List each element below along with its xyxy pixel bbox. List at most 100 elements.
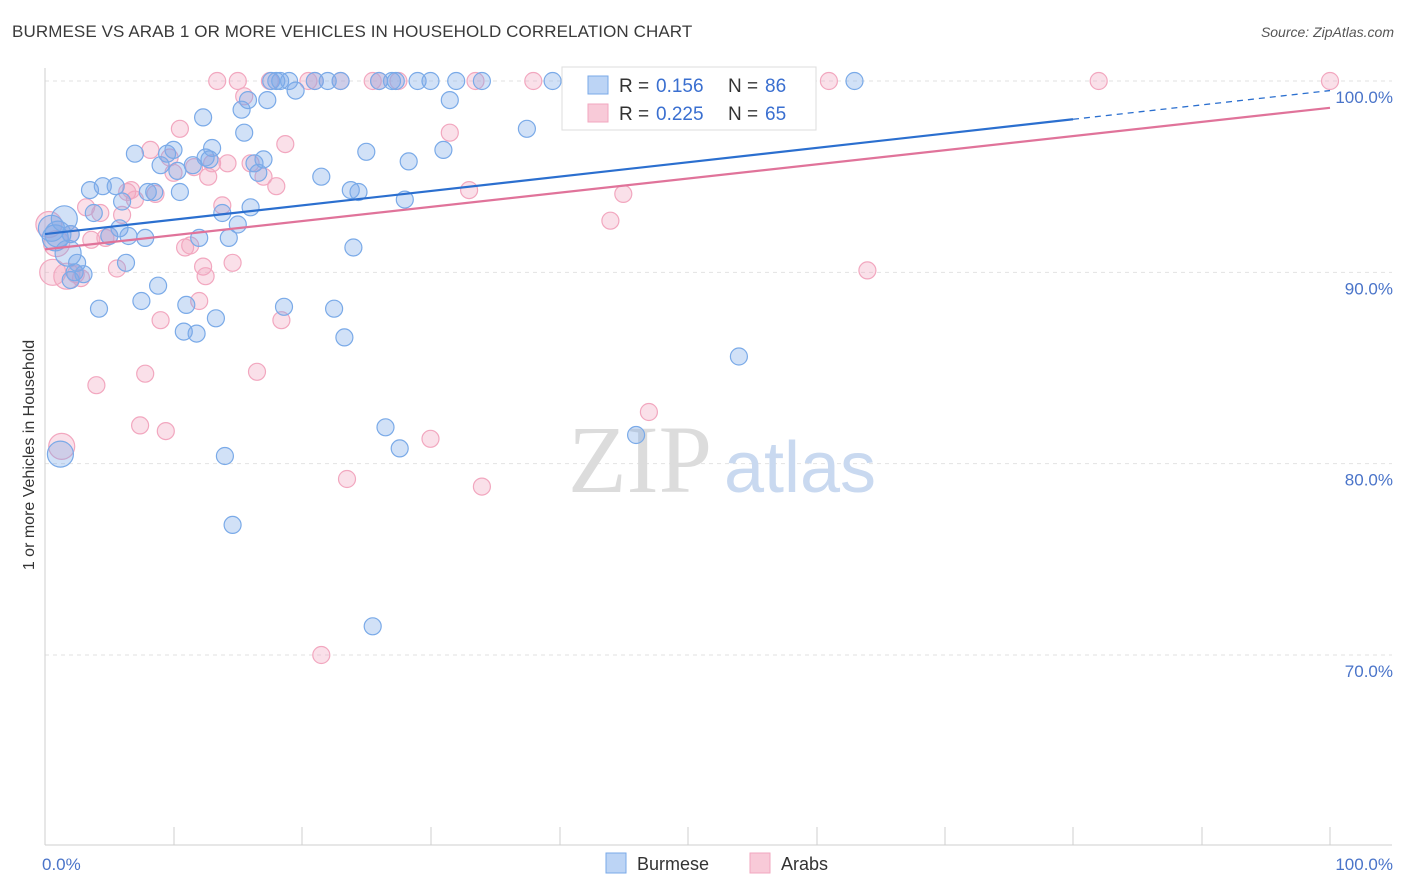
point-burmese-29 bbox=[168, 161, 187, 180]
point-arabs-57 bbox=[460, 181, 479, 200]
point-arabs-42 bbox=[247, 362, 267, 381]
point-burmese-46 bbox=[232, 100, 251, 119]
point-burmese-18 bbox=[116, 253, 136, 272]
point-burmese-69 bbox=[357, 142, 376, 161]
point-burmese-55 bbox=[267, 71, 286, 91]
y-tick-label-70: 70.0% bbox=[1345, 662, 1393, 681]
point-burmese-85 bbox=[543, 71, 562, 91]
point-arabs-38 bbox=[223, 253, 242, 272]
point-burmese-15 bbox=[106, 177, 125, 196]
point-arabs-11 bbox=[91, 203, 110, 223]
point-burmese-49 bbox=[241, 198, 260, 217]
point-arabs-15 bbox=[112, 205, 132, 224]
point-burmese-57 bbox=[274, 297, 294, 316]
point-burmese-17 bbox=[112, 192, 132, 211]
point-burmese-23 bbox=[138, 182, 157, 202]
point-burmese-86 bbox=[626, 425, 646, 445]
x-tick-label-100: 100.0% bbox=[1335, 855, 1393, 874]
point-burmese-79 bbox=[421, 71, 440, 91]
trend-lines bbox=[44, 89, 1331, 251]
point-arabs-45 bbox=[267, 177, 286, 196]
bottom-legend-swatch-burmese bbox=[605, 852, 627, 874]
point-burmese-8 bbox=[67, 253, 87, 272]
watermark-atlas: atlas bbox=[724, 428, 876, 508]
point-arabs-24 bbox=[156, 422, 175, 441]
point-arabs-23 bbox=[151, 311, 170, 330]
point-arabs-58 bbox=[472, 477, 491, 496]
bottom-legend-label-burmese: Burmese bbox=[637, 854, 709, 874]
point-burmese-84 bbox=[517, 119, 537, 138]
legend-n-value-burmese: 86 bbox=[765, 76, 786, 97]
point-burmese-58 bbox=[280, 71, 299, 91]
point-burmese-73 bbox=[382, 71, 402, 91]
point-arabs-61 bbox=[614, 184, 633, 203]
point-arabs-20 bbox=[136, 364, 155, 383]
point-burmese-74 bbox=[386, 71, 405, 91]
point-burmese-67 bbox=[344, 238, 363, 257]
legend-r-value-arabs: 0.225 bbox=[656, 104, 704, 125]
point-burmese-19 bbox=[119, 226, 138, 246]
point-arabs-47 bbox=[276, 135, 295, 154]
point-arabs-68 bbox=[196, 267, 215, 286]
point-arabs-52 bbox=[337, 469, 357, 489]
point-arabs-21 bbox=[141, 140, 160, 159]
point-burmese-45 bbox=[228, 215, 247, 234]
point-burmese-68 bbox=[349, 182, 368, 202]
point-arabs-14 bbox=[107, 259, 127, 278]
point-arabs-46 bbox=[272, 311, 291, 330]
axes bbox=[44, 68, 1392, 846]
point-burmese-36 bbox=[194, 108, 213, 127]
point-arabs-62 bbox=[639, 402, 659, 422]
point-burmese-78 bbox=[408, 71, 427, 91]
bottom-legend: Burmese Arabs bbox=[605, 852, 828, 874]
legend-n-value-arabs: 65 bbox=[765, 104, 786, 125]
series-arabs bbox=[35, 71, 1340, 665]
point-burmese-83 bbox=[472, 71, 491, 91]
watermark-zip: ZIP bbox=[568, 406, 712, 513]
legend-n-label-arabs: N = bbox=[728, 104, 758, 125]
point-burmese-40 bbox=[206, 309, 225, 328]
legend-r-label-burmese: R = bbox=[619, 76, 649, 97]
y-axis-label: 1 or more Vehicles in Household bbox=[21, 340, 38, 570]
point-arabs-55 bbox=[421, 429, 440, 448]
point-burmese-42 bbox=[215, 446, 234, 466]
point-burmese-39 bbox=[203, 138, 222, 158]
point-burmese-25 bbox=[149, 276, 168, 295]
point-burmese-51 bbox=[249, 163, 268, 182]
point-burmese-13 bbox=[93, 177, 112, 196]
source-label: Source: ZipAtlas.com bbox=[1260, 24, 1394, 40]
point-arabs-56 bbox=[440, 123, 459, 142]
point-burmese-3 bbox=[46, 440, 75, 468]
point-burmese-24 bbox=[145, 182, 164, 202]
point-arabs-53 bbox=[363, 71, 382, 91]
point-burmese-47 bbox=[235, 123, 254, 142]
point-arabs-19 bbox=[131, 416, 150, 435]
legend-swatch-burmese bbox=[587, 75, 609, 95]
point-burmese-77 bbox=[399, 152, 418, 171]
point-burmese-9 bbox=[74, 265, 93, 284]
point-burmese-87 bbox=[729, 347, 749, 366]
point-burmese-11 bbox=[84, 203, 103, 223]
watermark: ZIP atlas bbox=[568, 406, 876, 513]
point-burmese-70 bbox=[363, 617, 382, 636]
y-tick-label-90: 90.0% bbox=[1345, 279, 1393, 298]
point-arabs-64 bbox=[858, 261, 877, 280]
point-burmese-80 bbox=[434, 140, 453, 159]
point-burmese-53 bbox=[258, 90, 277, 110]
point-arabs-65 bbox=[1089, 71, 1108, 91]
point-burmese-34 bbox=[187, 324, 206, 343]
point-arabs-60 bbox=[601, 211, 620, 230]
point-burmese-50 bbox=[245, 154, 264, 173]
point-arabs-27 bbox=[170, 119, 189, 138]
trend-line-arabs bbox=[44, 106, 1331, 251]
point-burmese-26 bbox=[151, 156, 170, 175]
point-burmese-82 bbox=[447, 71, 466, 91]
trend-line-burmese bbox=[44, 118, 1074, 236]
point-burmese-60 bbox=[305, 71, 324, 91]
point-arabs-48 bbox=[299, 71, 318, 91]
point-arabs-67 bbox=[466, 71, 485, 91]
point-burmese-44 bbox=[223, 515, 242, 535]
legend: R = 0.156 N = 86 R = 0.225 N = 65 bbox=[561, 66, 817, 131]
y-tick-labels: 100.0% 90.0% 80.0% 70.0% bbox=[1335, 88, 1393, 681]
point-burmese-30 bbox=[170, 182, 189, 202]
